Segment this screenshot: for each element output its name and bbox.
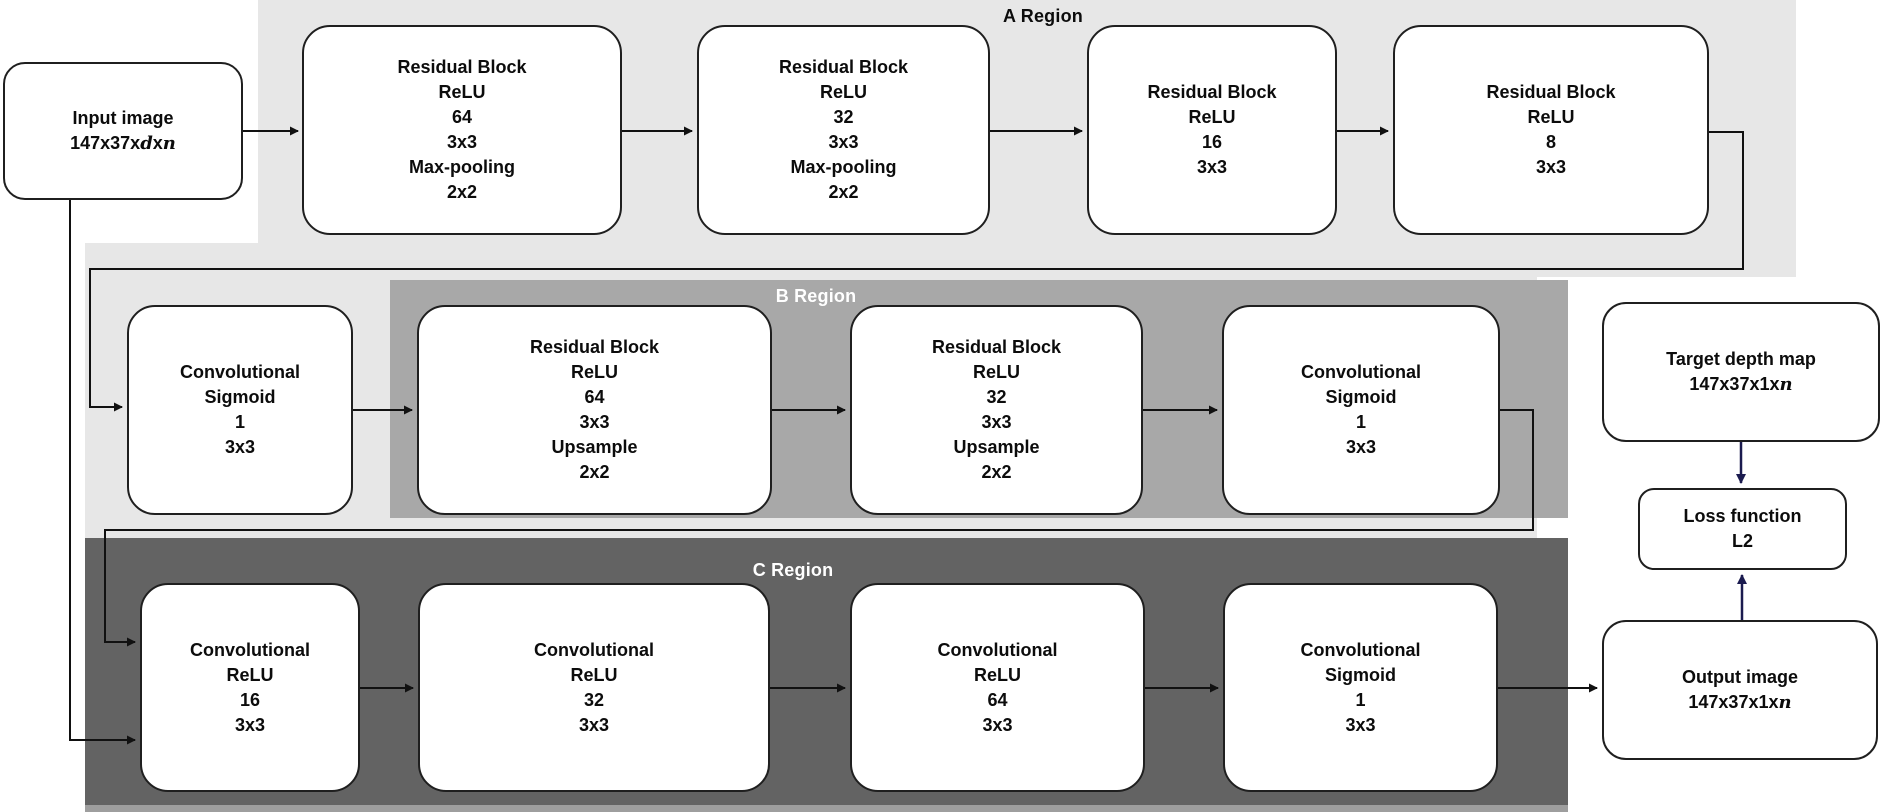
region-b-label: B Region (775, 286, 857, 306)
node-title: Output image (1682, 667, 1798, 687)
node-output-image: Output image 147x37x1xn (1602, 620, 1878, 760)
node-dimensions: 147x37x1xn (1689, 374, 1793, 395)
node-residual-block-a4: Residual Block ReLU 8 3x3 (1393, 25, 1709, 235)
node-convolutional-c4: Convolutional Sigmoid 1 3x3 (1223, 583, 1498, 792)
node-input-image: Input image 147x37xdxn (3, 62, 243, 200)
node-convolutional-c1: Convolutional ReLU 16 3x3 (140, 583, 360, 792)
node-residual-block-b3: Residual Block ReLU 32 3x3 Upsample 2x2 (850, 305, 1143, 515)
node-residual-block-b2: Residual Block ReLU 64 3x3 Upsample 2x2 (417, 305, 772, 515)
node-residual-block-a1: Residual Block ReLU 64 3x3 Max-pooling 2… (302, 25, 622, 235)
edge-b4-to-c1 (104, 409, 1534, 647)
node-residual-block-a3: Residual Block ReLU 16 3x3 (1087, 25, 1337, 235)
edge-input-to-c1 (69, 200, 136, 745)
region-a-label: A Region (1003, 6, 1083, 26)
node-convolutional-c3: Convolutional ReLU 64 3x3 (850, 583, 1145, 792)
node-target-depth-map: Target depth map 147x37x1xn (1602, 302, 1880, 442)
node-dimensions: 147x37xdxn (70, 133, 176, 154)
node-dimensions: 147x37x1xn (1688, 692, 1792, 713)
node-title: Target depth map (1666, 349, 1816, 369)
node-residual-block-a2: Residual Block ReLU 32 3x3 Max-pooling 2… (697, 25, 990, 235)
node-loss-function: Loss function L2 (1638, 488, 1847, 570)
edge-a4-to-b1 (89, 131, 1744, 412)
node-convolutional-b1: Convolutional Sigmoid 1 3x3 (127, 305, 353, 515)
bottom-strip (85, 805, 1568, 812)
node-convolutional-c2: Convolutional ReLU 32 3x3 (418, 583, 770, 792)
node-convolutional-b4: Convolutional Sigmoid 1 3x3 (1222, 305, 1500, 515)
node-title: Input image (72, 108, 174, 128)
region-c-label: C Region (752, 560, 834, 580)
